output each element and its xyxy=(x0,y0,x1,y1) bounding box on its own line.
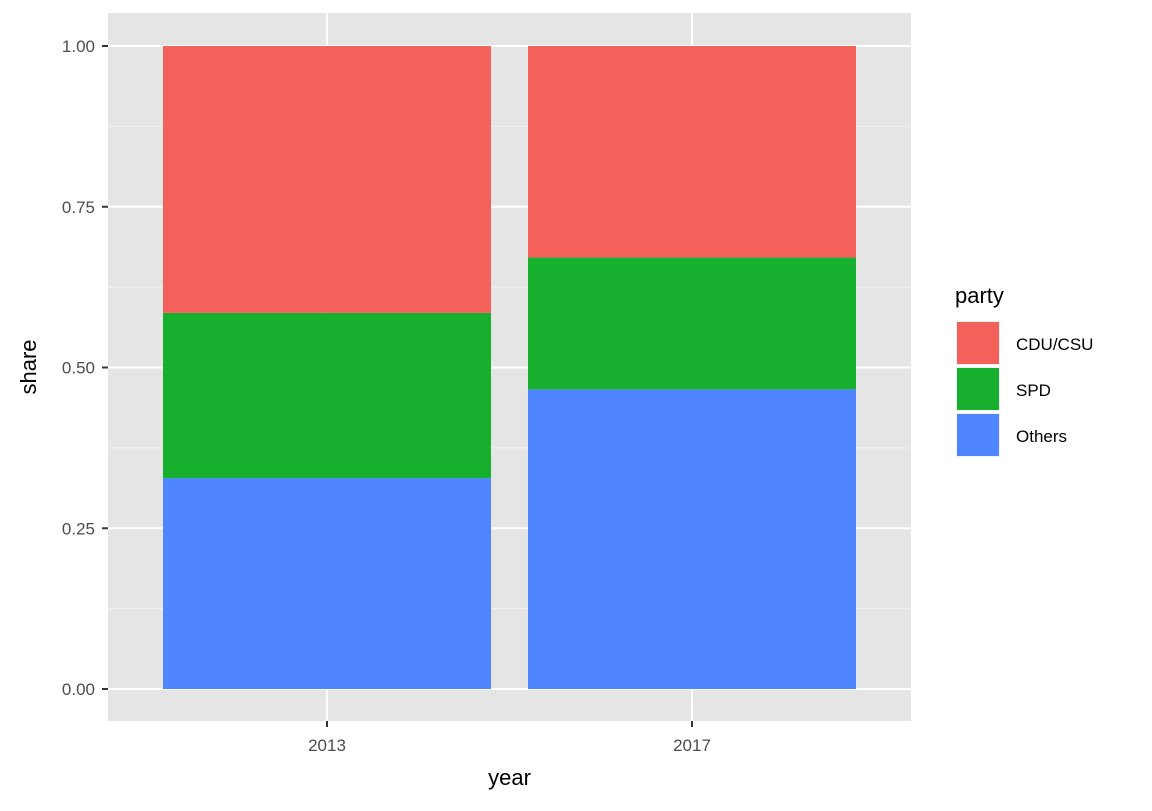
legend-label: CDU/CSU xyxy=(1016,335,1093,354)
y-axis-label: share xyxy=(16,339,41,394)
legend-label: Others xyxy=(1016,427,1067,446)
y-tick-label: 0.50 xyxy=(62,359,95,378)
bar-2013-spd xyxy=(163,312,491,479)
bar-2017-others xyxy=(528,389,856,689)
bar-2013-others xyxy=(163,478,491,689)
legend-key-cdu-csu xyxy=(957,322,999,364)
x-tick-label: 2013 xyxy=(308,736,346,755)
y-tick-label: 0.25 xyxy=(62,519,95,538)
bar-2013-cdu-csu xyxy=(163,46,491,313)
legend-title: party xyxy=(955,283,1004,308)
x-tick-label: 2017 xyxy=(673,736,711,755)
y-tick-label: 1.00 xyxy=(62,37,95,56)
bar-2017-spd xyxy=(528,257,856,390)
x-axis-label: year xyxy=(488,765,531,790)
legend-key-spd xyxy=(957,368,999,410)
y-tick-label: 0.00 xyxy=(62,680,95,699)
bar-2017-cdu-csu xyxy=(528,46,856,258)
legend-key-others xyxy=(957,414,999,456)
legend-label: SPD xyxy=(1016,381,1051,400)
y-tick-label: 0.75 xyxy=(62,198,95,217)
